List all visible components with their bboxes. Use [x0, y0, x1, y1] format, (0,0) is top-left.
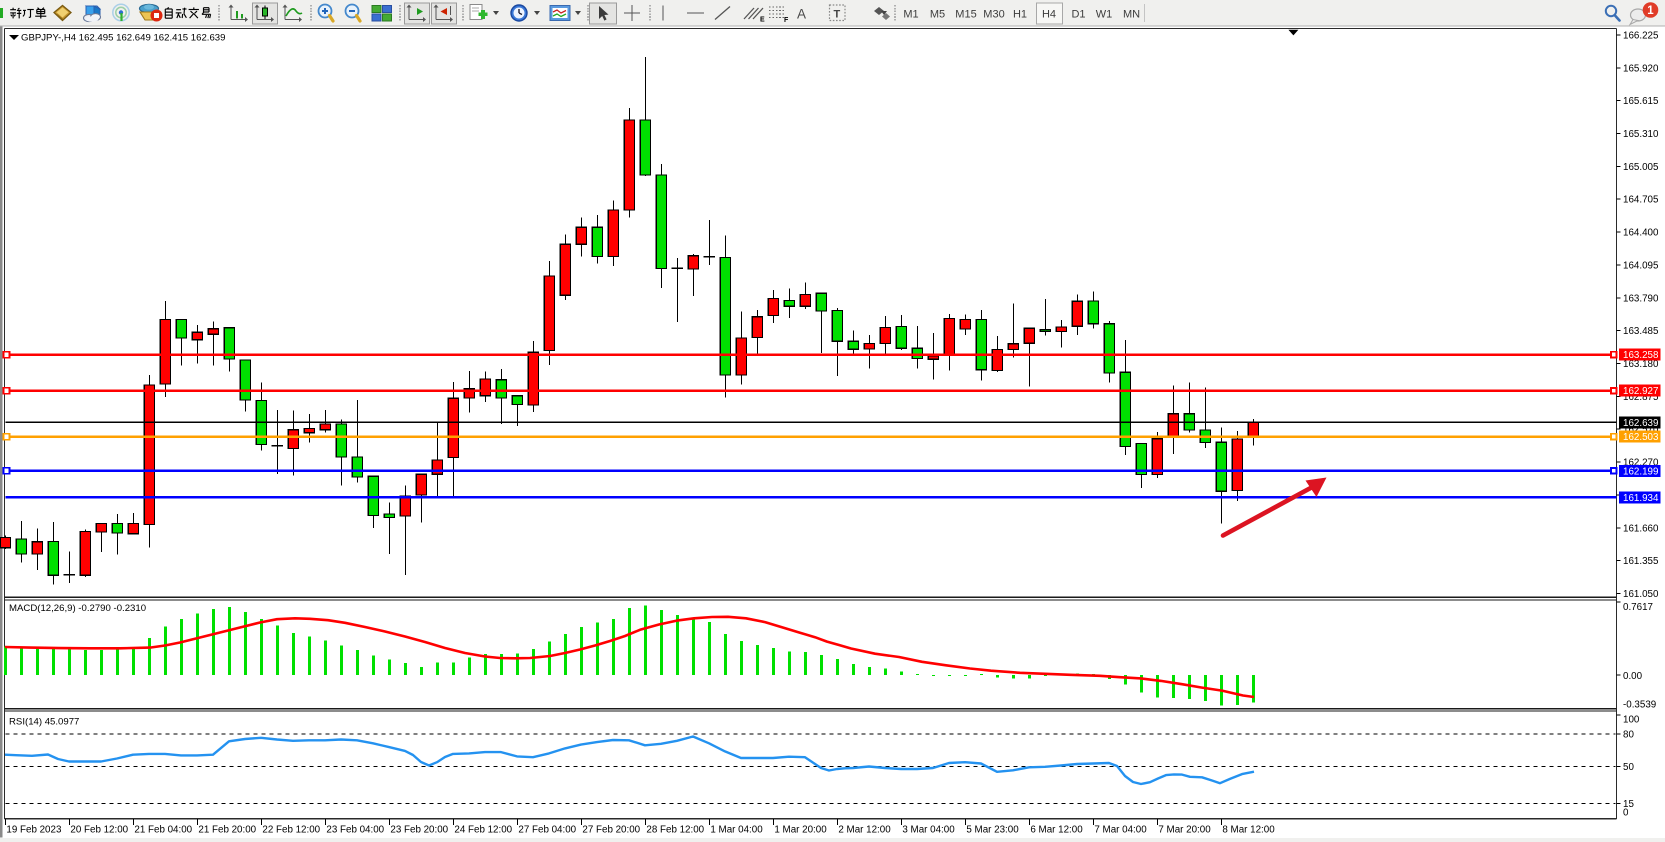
svg-text:165.615: 165.615 — [1623, 96, 1659, 107]
svg-text:162.639: 162.639 — [1623, 418, 1658, 429]
svg-text:165.005: 165.005 — [1623, 162, 1659, 173]
svg-text:1 Mar 04:00: 1 Mar 04:00 — [710, 824, 763, 835]
svg-text:-0.3539: -0.3539 — [1623, 699, 1656, 710]
svg-text:22 Feb 12:00: 22 Feb 12:00 — [262, 824, 320, 835]
svg-text:M5: M5 — [930, 9, 945, 21]
svg-text:1: 1 — [1647, 5, 1654, 17]
svg-text:24 Feb 12:00: 24 Feb 12:00 — [454, 824, 512, 835]
svg-text:162.199: 162.199 — [1623, 466, 1658, 477]
svg-text:28 Feb 12:00: 28 Feb 12:00 — [646, 824, 704, 835]
svg-text:H4: H4 — [1042, 9, 1056, 21]
svg-text:163.258: 163.258 — [1623, 350, 1659, 361]
svg-text:0.7617: 0.7617 — [1623, 602, 1653, 613]
svg-text:A: A — [797, 7, 806, 22]
svg-text:163.180: 163.180 — [1623, 359, 1659, 370]
svg-text:164.705: 164.705 — [1623, 195, 1659, 206]
svg-text:6 Mar 12:00: 6 Mar 12:00 — [1030, 824, 1083, 835]
svg-text:21 Feb 20:00: 21 Feb 20:00 — [198, 824, 256, 835]
svg-text:M1: M1 — [903, 9, 918, 21]
svg-text:162.570: 162.570 — [1623, 425, 1659, 436]
svg-text:23 Feb 20:00: 23 Feb 20:00 — [390, 824, 448, 835]
svg-text:161.934: 161.934 — [1623, 493, 1659, 504]
svg-text:23 Feb 04:00: 23 Feb 04:00 — [326, 824, 384, 835]
svg-text:0.00: 0.00 — [1623, 671, 1643, 682]
svg-text:162.875: 162.875 — [1623, 392, 1659, 403]
svg-text:80: 80 — [1623, 730, 1634, 741]
svg-text:19 Feb 2023: 19 Feb 2023 — [6, 824, 62, 835]
svg-text:RSI(14) 45.0977: RSI(14) 45.0977 — [9, 717, 79, 728]
svg-text:100: 100 — [1623, 715, 1640, 726]
svg-text:M30: M30 — [983, 9, 1004, 21]
svg-text:D1: D1 — [1071, 9, 1085, 21]
svg-text:166.225: 166.225 — [1623, 30, 1659, 41]
svg-text:7 Mar 20:00: 7 Mar 20:00 — [1158, 824, 1211, 835]
svg-text:20 Feb 12:00: 20 Feb 12:00 — [70, 824, 128, 835]
svg-text:W1: W1 — [1096, 9, 1113, 21]
svg-text:T: T — [834, 9, 841, 21]
svg-text:E: E — [760, 17, 765, 24]
svg-text:165.920: 165.920 — [1623, 63, 1659, 74]
svg-text:161.355: 161.355 — [1623, 556, 1659, 567]
svg-text:15: 15 — [1623, 799, 1634, 810]
svg-text:163.485: 163.485 — [1623, 326, 1659, 337]
svg-text:164.400: 164.400 — [1623, 228, 1659, 239]
svg-text:21 Feb 04:00: 21 Feb 04:00 — [134, 824, 192, 835]
svg-text:M15: M15 — [955, 9, 976, 21]
svg-text:162.503: 162.503 — [1623, 432, 1659, 443]
svg-text:1 Mar 20:00: 1 Mar 20:00 — [774, 824, 827, 835]
svg-text:MN: MN — [1123, 9, 1140, 21]
svg-text:GBPJPY-,H4 162.495 162.649 16: GBPJPY-,H4 162.495 162.649 162.415 162.6… — [21, 33, 225, 44]
svg-text:27 Feb 20:00: 27 Feb 20:00 — [582, 824, 640, 835]
svg-text:50: 50 — [1623, 762, 1634, 773]
svg-text:8 Mar 12:00: 8 Mar 12:00 — [1222, 824, 1275, 835]
svg-text:5 Mar 23:00: 5 Mar 23:00 — [966, 824, 1019, 835]
svg-text:165.310: 165.310 — [1623, 129, 1659, 140]
svg-text:162.270: 162.270 — [1623, 458, 1659, 469]
svg-text:161.050: 161.050 — [1623, 589, 1659, 600]
svg-text:162.927: 162.927 — [1623, 386, 1658, 397]
svg-text:163.790: 163.790 — [1623, 293, 1659, 304]
svg-text:164.095: 164.095 — [1623, 260, 1659, 271]
svg-text:7 Mar 04:00: 7 Mar 04:00 — [1094, 824, 1147, 835]
svg-text:F: F — [784, 17, 789, 24]
svg-text:27 Feb 04:00: 27 Feb 04:00 — [518, 824, 576, 835]
svg-text:MACD(12,26,9) -0.2790 -0.2310: MACD(12,26,9) -0.2790 -0.2310 — [9, 603, 146, 614]
svg-text:161.660: 161.660 — [1623, 523, 1659, 534]
svg-text:3 Mar 04:00: 3 Mar 04:00 — [902, 824, 955, 835]
svg-text:H1: H1 — [1013, 9, 1027, 21]
svg-text:2 Mar 12:00: 2 Mar 12:00 — [838, 824, 891, 835]
svg-text:0: 0 — [1623, 808, 1629, 819]
